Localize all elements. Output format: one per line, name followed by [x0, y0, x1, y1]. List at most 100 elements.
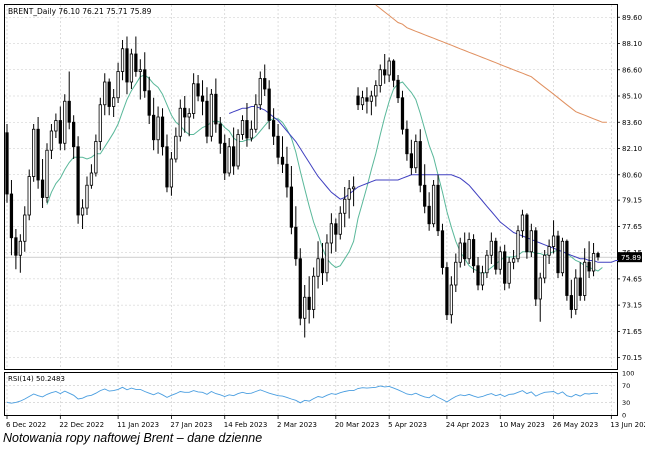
candle [36, 117, 40, 189]
candle [498, 246, 502, 275]
price-tick-label: 79.15 [622, 197, 642, 205]
candle [476, 257, 480, 291]
candle-body [325, 242, 329, 274]
price-tick-label: 71.65 [622, 328, 642, 336]
candle [565, 239, 569, 301]
candle-body [9, 193, 14, 239]
candle [200, 80, 205, 116]
candle [445, 262, 449, 320]
candle [174, 127, 178, 163]
candle-body [245, 120, 249, 139]
candle [525, 213, 529, 259]
candle [427, 192, 431, 231]
candle [311, 267, 316, 319]
candle-body [383, 69, 387, 76]
candle [263, 64, 267, 96]
candle [347, 180, 351, 219]
candle-body [569, 295, 573, 310]
candle-body [307, 296, 311, 310]
candle-body [298, 258, 302, 319]
candle-body [458, 242, 462, 263]
candle [547, 239, 551, 264]
candle-body [387, 60, 391, 76]
candle-body [240, 120, 245, 135]
candle [192, 73, 196, 119]
candle [578, 262, 582, 301]
candle-body [400, 97, 405, 130]
price-tick-label: 74.65 [622, 275, 642, 283]
candle-body [343, 198, 347, 214]
rsi-tick-label: 0 [622, 412, 626, 420]
candle [351, 176, 356, 207]
candle-body [534, 230, 538, 300]
candle [400, 90, 405, 135]
candle [538, 272, 542, 322]
candle [160, 108, 165, 156]
price-tick-label: 70.15 [622, 354, 642, 362]
candle [236, 129, 240, 170]
candle [569, 279, 573, 319]
candle [583, 248, 587, 301]
candle-body [489, 240, 493, 256]
price-axis: 70.1571.6573.1574.6576.1577.6579.1580.60… [617, 14, 642, 362]
candle-body [36, 128, 40, 181]
symbol-header: BRENT_Daily 76.10 76.21 75.71 75.89 [8, 7, 152, 16]
candle [5, 124, 9, 203]
candle [138, 59, 142, 100]
candle-body [351, 186, 356, 190]
candle [40, 159, 45, 208]
price-tick-label: 77.65 [622, 223, 642, 231]
price-tag-label: 75.89 [621, 254, 641, 262]
candle [378, 64, 382, 93]
time-tick-label: 20 Mar 2023 [335, 421, 379, 429]
candle-body [547, 246, 551, 256]
candle [414, 134, 418, 173]
candle [391, 59, 396, 88]
time-tick-label: 27 Jan 2023 [170, 421, 212, 429]
candle [27, 169, 31, 221]
time-tick-label: 11 Jan 2023 [117, 421, 159, 429]
candle [591, 243, 596, 277]
time-tick-label: 22 Dec 2022 [59, 421, 104, 429]
candle [143, 52, 147, 98]
candle [436, 174, 440, 236]
candle-body [311, 275, 316, 310]
candle-body [116, 71, 120, 99]
candle [467, 232, 471, 264]
candle [280, 136, 285, 173]
candle-body [209, 93, 214, 137]
candle-body [587, 261, 591, 272]
candle-body [174, 135, 178, 160]
rsi-label: RSI(14) 50.2483 [8, 375, 65, 383]
candle [409, 139, 413, 175]
candle-body [427, 205, 431, 225]
rsi-tick-label: 70 [622, 382, 630, 390]
candle [152, 97, 156, 151]
candle [214, 78, 218, 133]
candle [103, 73, 107, 116]
candle [449, 276, 453, 324]
candle [23, 206, 27, 252]
candle [120, 40, 125, 81]
price-chart: 70.1571.6573.1574.6576.1577.6579.1580.60… [4, 4, 645, 429]
candle [551, 220, 556, 254]
candle-body [218, 123, 222, 144]
candle-body [565, 240, 569, 296]
candle-body [40, 179, 45, 198]
candle-body [467, 239, 471, 260]
candle-body [254, 104, 258, 130]
candle [58, 106, 62, 151]
candle-body [63, 100, 67, 144]
price-tag [618, 252, 642, 263]
candle [285, 146, 289, 198]
candle-body [378, 69, 382, 86]
price-tick-label: 82.10 [622, 145, 642, 153]
candle-body [591, 253, 596, 272]
candle [320, 243, 325, 285]
candle [271, 108, 276, 145]
candle [343, 187, 347, 228]
candle [98, 97, 102, 151]
candle [325, 234, 329, 282]
candle-body [192, 83, 196, 114]
candle [209, 89, 214, 142]
